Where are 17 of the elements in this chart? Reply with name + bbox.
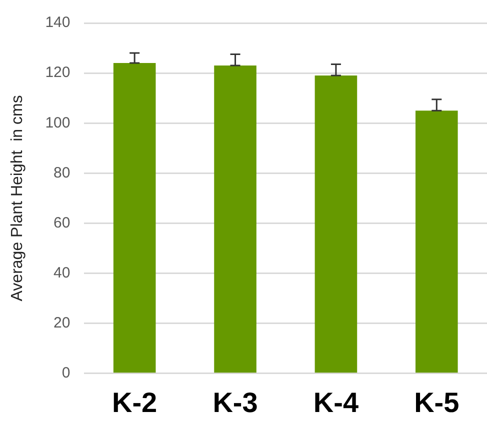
x-tick-label: K-2 [112,386,158,418]
y-tick-label: 60 [54,214,70,232]
bar [314,76,358,373]
x-tick-label: K-3 [212,386,258,418]
bar [113,63,156,373]
y-tick-label: 120 [45,64,70,82]
bar [214,66,256,373]
y-axis-title: Average Plant Height in cms [9,95,26,302]
y-tick-label: 40 [54,264,70,282]
y-tick-label: 140 [45,14,70,32]
y-tick-label: 100 [45,114,70,132]
bar [416,110,458,373]
y-tick-label: 80 [54,164,70,182]
y-tick-label: 0 [62,364,70,382]
y-tick-label: 20 [54,314,70,332]
x-tick-label: K-5 [414,386,460,418]
x-tick-label: K-4 [313,386,359,418]
